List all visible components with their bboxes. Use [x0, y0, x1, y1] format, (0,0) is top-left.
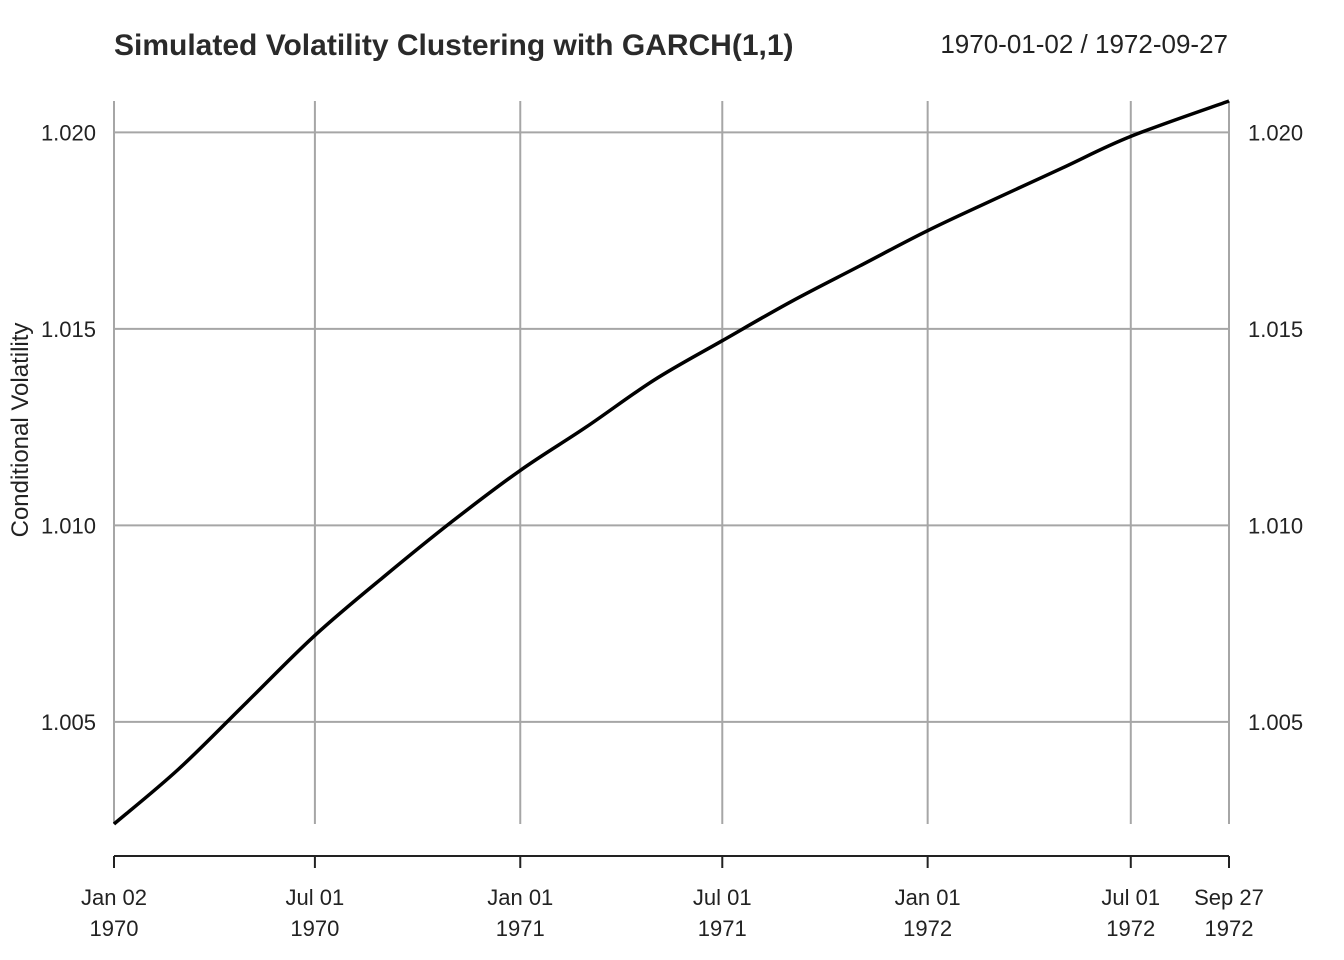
x-tick-label: Jul 01 [693, 885, 752, 910]
y-tick-label-left: 1.015 [41, 317, 96, 342]
chart-title: Simulated Volatility Clustering with GAR… [114, 29, 794, 62]
x-tick-year: 1970 [90, 916, 139, 941]
y-tick-label-right: 1.005 [1248, 710, 1303, 735]
y-tick-label-left: 1.020 [41, 120, 96, 145]
x-tick-year: 1972 [903, 916, 952, 941]
y-axis-label: Conditional Volatility [7, 323, 34, 538]
y-axis-ticks: 1.005 1.005 1.010 1.010 1.015 1.015 1.020 1.020 [41, 120, 1303, 734]
grid [113, 101, 1230, 824]
date-range-label: 1970-01-02 / 1972-09-27 [940, 29, 1228, 59]
x-axis: Jan 02 1970 Jul 01 1970 Jan 01 1971 Jul 01 1971… [81, 855, 1264, 941]
x-tick-label: Jan 02 [81, 885, 147, 910]
series-layer [112, 99, 1230, 826]
x-tick-label: Jul 01 [1101, 885, 1160, 910]
x-tick-label: Jan 01 [487, 885, 553, 910]
x-tick-label: Jan 01 [895, 885, 961, 910]
x-tick-year: 1971 [698, 916, 747, 941]
x-tick-label: Sep 27 [1194, 885, 1264, 910]
y-tick-label-right: 1.015 [1248, 317, 1303, 342]
y-tick-label-right: 1.020 [1248, 120, 1303, 145]
volatility-series-line [112, 99, 1230, 826]
x-tick-year: 1970 [290, 916, 339, 941]
y-tick-label-left: 1.005 [41, 710, 96, 735]
y-tick-label-right: 1.010 [1248, 513, 1303, 538]
x-tick-year: 1972 [1205, 916, 1254, 941]
y-tick-label-left: 1.010 [41, 513, 96, 538]
x-tick-year: 1972 [1106, 916, 1155, 941]
x-tick-label: Jul 01 [286, 885, 345, 910]
x-tick-year: 1971 [496, 916, 545, 941]
